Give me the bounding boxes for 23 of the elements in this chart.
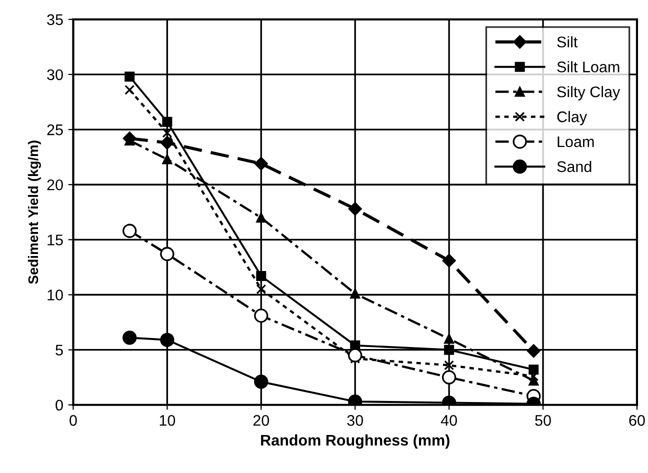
legend-label: Silty Clay (557, 86, 620, 100)
y-tick-label: 0 (56, 400, 63, 411)
x-tick-label: 20 (253, 415, 270, 426)
legend-label: Sand (557, 160, 592, 172)
legend-label: Silt Loam (557, 61, 620, 72)
x-tick-label: 0 (70, 415, 77, 426)
x-tick-label: 50 (535, 415, 551, 426)
x-tick-label: 60 (629, 415, 645, 426)
y-tick-label: 15 (48, 234, 63, 246)
y-tick-label: 25 (47, 124, 63, 136)
y-tick-label: 30 (47, 69, 63, 80)
legend-label: Silt (557, 36, 578, 48)
x-tick-label: 10 (160, 415, 176, 426)
legend-label: Loam (558, 136, 594, 148)
x-tick-label: 30 (347, 415, 364, 426)
x-tick-label: 40 (440, 415, 457, 426)
y-tick-label: 10 (48, 290, 63, 300)
x-axis-title: Random Roughness (mm) (261, 434, 450, 449)
y-tick-label: 35 (47, 14, 63, 26)
y-tick-label: 20 (47, 179, 63, 190)
y-tick-label: 5 (56, 344, 63, 356)
y-axis-title: Sediment Yield (kg/m) (28, 140, 41, 284)
legend-label: Clay (557, 111, 588, 126)
